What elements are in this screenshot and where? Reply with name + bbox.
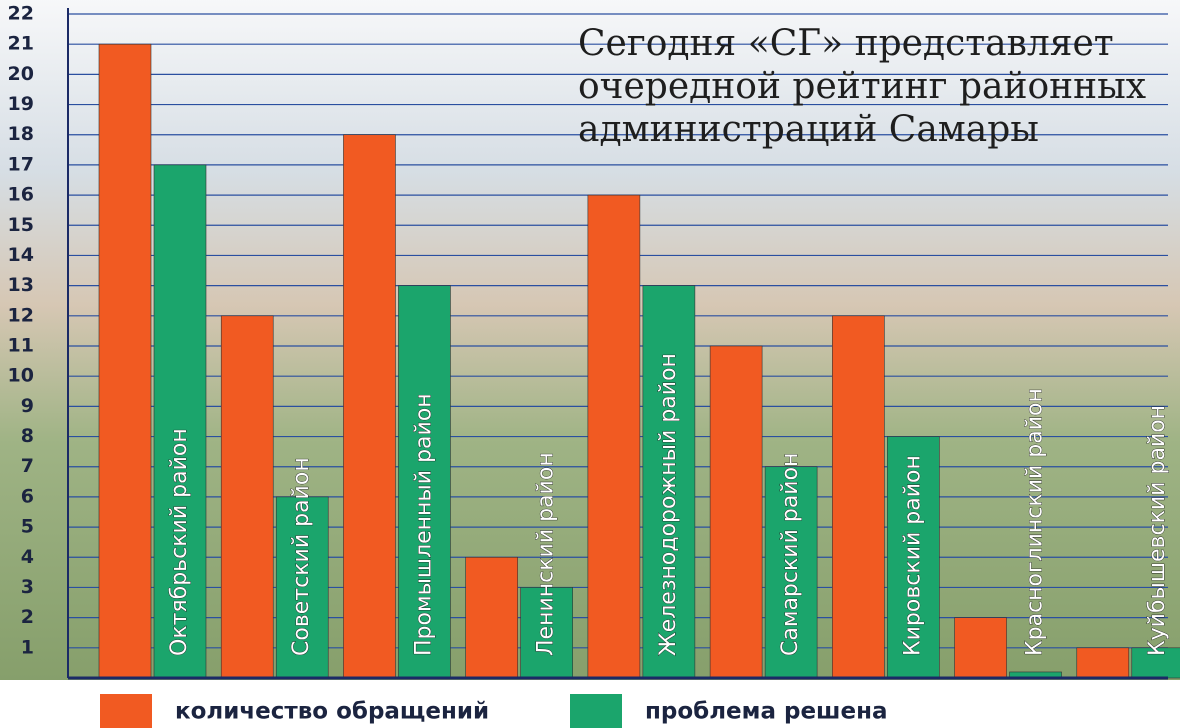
y-tick-label: 5	[21, 516, 34, 538]
bar	[99, 44, 151, 678]
y-tick-label: 21	[8, 33, 34, 55]
y-tick-label: 6	[21, 485, 34, 507]
category-label: Кировский район	[900, 455, 925, 656]
bar	[588, 195, 640, 678]
bar	[343, 135, 395, 678]
bar	[955, 618, 1007, 678]
y-tick-label: 17	[8, 153, 34, 175]
legend-label: количество обращений	[175, 699, 489, 725]
y-tick-label: 1	[21, 636, 34, 658]
y-tick-label: 9	[21, 395, 34, 417]
chart-title: Сегодня «СГ» представляет очередной рейт…	[578, 22, 1148, 151]
category-label: Красноглинский район	[1023, 388, 1048, 656]
y-tick-label: 4	[21, 546, 34, 568]
bar	[466, 557, 518, 678]
y-tick-label: 8	[21, 425, 34, 447]
category-label: Железнодорожный район	[656, 353, 681, 656]
legend-swatch	[100, 694, 152, 728]
y-tick-label: 19	[8, 93, 34, 115]
category-label: Советский район	[289, 457, 314, 656]
y-tick-label: 3	[21, 576, 34, 598]
y-tick-label: 13	[8, 274, 34, 296]
y-tick-label: 2	[21, 606, 34, 628]
legend-swatch	[570, 694, 622, 728]
bar	[710, 346, 762, 678]
y-tick-label: 12	[8, 304, 34, 326]
page: 12345678910111213141516171819202122Октяб…	[0, 0, 1180, 728]
category-label: Октябрьский район	[167, 428, 192, 656]
category-label: Самарский район	[778, 453, 803, 656]
y-tick-label: 7	[21, 455, 34, 477]
bar	[221, 316, 273, 678]
y-tick-label: 16	[8, 184, 34, 206]
y-tick-label: 15	[8, 214, 34, 236]
bar	[832, 316, 884, 678]
y-tick-label: 22	[8, 3, 34, 25]
y-tick-label: 14	[8, 244, 34, 266]
bar	[1077, 648, 1129, 678]
y-tick-label: 11	[8, 335, 34, 357]
y-tick-label: 20	[8, 63, 34, 85]
category-label: Куйбышевский район	[1145, 405, 1170, 656]
legend-label: проблема решена	[645, 699, 888, 725]
category-label: Ленинский район	[534, 452, 559, 656]
y-tick-label: 10	[8, 365, 34, 387]
y-tick-label: 18	[8, 123, 34, 145]
category-label: Промышленный район	[411, 393, 436, 656]
